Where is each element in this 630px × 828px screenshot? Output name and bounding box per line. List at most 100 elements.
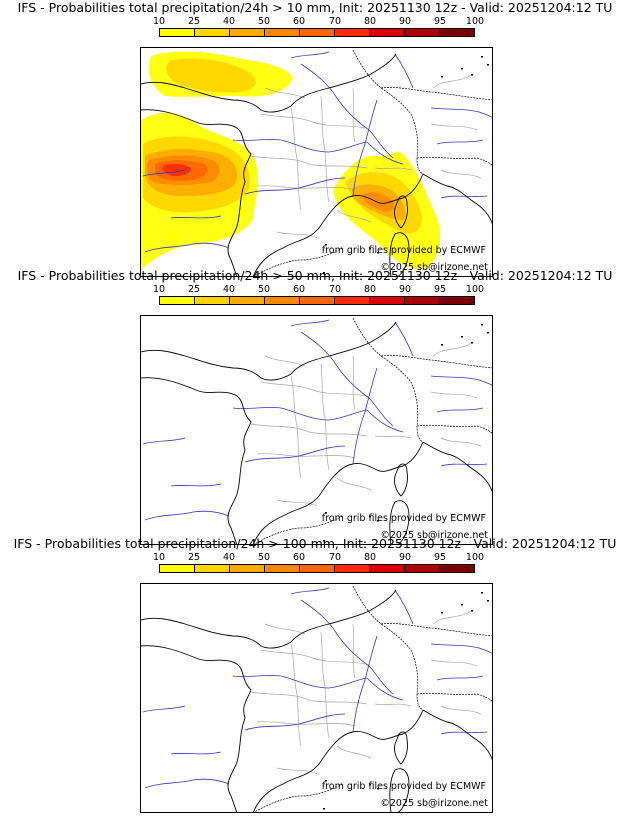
colorbar-tick-label: 40: [222, 16, 236, 27]
precipitation-probability-layer: [141, 51, 441, 270]
precip-probability-area: [362, 192, 395, 212]
map-panel: IFS - Probabilities total precipitation/…: [0, 536, 630, 813]
colorbar-segment: [335, 297, 370, 304]
map-speckles: [323, 324, 489, 542]
colorbar-tick-label: 70: [328, 552, 342, 563]
map-speckles: [323, 592, 489, 810]
colorbar-tick-label: 70: [328, 16, 342, 27]
colorbar-scale: [159, 296, 475, 305]
colorbar-tick-label: 40: [222, 284, 236, 295]
country-borders: [254, 317, 492, 544]
colorbar-segment: [265, 565, 300, 572]
copyright-credit: ©2025 sb@irizone.net: [380, 530, 488, 541]
colorbar-tick-label: 60: [292, 16, 306, 27]
data-source-credit: from grib files provided by ECMWF: [321, 245, 486, 256]
colorbar-segment: [265, 29, 300, 36]
colorbar-tick-label: 50: [257, 284, 271, 295]
colorbar-tick-label: 80: [363, 552, 377, 563]
colorbar-segment: [160, 29, 195, 36]
colorbar-tick-label: 25: [187, 552, 201, 563]
colorbar-tick-label: 25: [187, 284, 201, 295]
colorbar-segment: [370, 297, 405, 304]
data-source-credit: from grib files provided by ECMWF: [321, 513, 486, 524]
copyright-credit: ©2025 sb@irizone.net: [380, 798, 488, 809]
panel-title: IFS - Probabilities total precipitation/…: [17, 0, 613, 15]
corsica-coastline: [394, 731, 408, 765]
basemap: [141, 317, 492, 544]
colorbar-tick-label: 70: [328, 284, 342, 295]
colorbar-tick-label: 90: [398, 552, 412, 563]
colorbar-segment: [160, 565, 195, 572]
country-borders: [254, 585, 492, 812]
colorbar-tick-label: 50: [257, 552, 271, 563]
colorbar-tick-label: 10: [152, 552, 166, 563]
precip-probability-area: [165, 231, 178, 244]
colorbar-segment: [370, 565, 405, 572]
colorbar-segment: [300, 297, 335, 304]
copyright-credit: ©2025 sb@irizone.net: [380, 262, 488, 273]
colorbar-tick-label: 95: [433, 284, 447, 295]
colorbar-segment: [370, 29, 405, 36]
rivers: [142, 587, 492, 789]
rivers: [142, 51, 492, 253]
colorbar-tick-label: 50: [257, 16, 271, 27]
region-boundaries: [250, 73, 482, 239]
precip-probability-area: [166, 58, 256, 93]
colorbar-segment: [230, 297, 265, 304]
colorbar-tick-label: 90: [398, 16, 412, 27]
colorbar-segment: [440, 297, 474, 304]
colorbar-scale: [159, 28, 475, 37]
colorbar-segment: [195, 29, 230, 36]
colorbar-segment: [440, 565, 474, 572]
basemap: [141, 49, 492, 276]
precip-probability-area: [162, 163, 191, 176]
data-source-credit: from grib files provided by ECMWF: [321, 781, 486, 792]
map-area: from grib files provided by ECMWF ©2025 s…: [140, 315, 493, 545]
colorbar-segment: [300, 29, 335, 36]
map-area: from grib files provided by ECMWF ©2025 s…: [140, 47, 493, 277]
colorbar-segment: [405, 297, 440, 304]
colorbar-segment: [195, 297, 230, 304]
colorbar-segment: [160, 297, 195, 304]
panel-title: IFS - Probabilities total precipitation/…: [17, 268, 613, 283]
colorbar-segment: [300, 565, 335, 572]
sardinia-coastline: [389, 232, 410, 276]
colorbar-segment: [230, 29, 265, 36]
basemap: [141, 585, 492, 812]
region-boundaries: [250, 609, 482, 775]
colorbar-segment: [195, 565, 230, 572]
colorbar-segment: [440, 29, 474, 36]
colorbar-segment: [335, 565, 370, 572]
colorbar-tick-label: 60: [292, 552, 306, 563]
colorbar-tick-label: 80: [363, 16, 377, 27]
colorbar-segment: [405, 29, 440, 36]
colorbar-scale: [159, 564, 475, 573]
colorbar-segment: [335, 29, 370, 36]
region-boundaries: [250, 341, 482, 507]
country-borders: [254, 49, 492, 276]
probability-colorbar: 10 25 40 50 60 70 80 90 95 100: [153, 16, 484, 44]
rivers: [142, 319, 492, 521]
panel-title: IFS - Probabilities total precipitation/…: [13, 536, 617, 551]
corsica-coastline: [394, 463, 408, 497]
coastlines: [141, 321, 492, 544]
sardinia-coastline: [389, 500, 410, 544]
map-speckles: [323, 56, 489, 274]
colorbar-tick-label: 10: [152, 284, 166, 295]
coastlines: [141, 53, 492, 276]
probability-colorbar: 10 25 40 50 60 70 80 90 95 100: [153, 284, 484, 312]
probability-colorbar: 10 25 40 50 60 70 80 90 95 100: [153, 552, 484, 580]
colorbar-tick-label: 100: [465, 16, 485, 27]
colorbar-segment: [405, 565, 440, 572]
colorbar-tick-label: 95: [433, 552, 447, 563]
sardinia-coastline: [389, 768, 410, 812]
map-area: from grib files provided by ECMWF ©2025 s…: [140, 583, 493, 813]
colorbar-tick-label: 100: [465, 552, 485, 563]
colorbar-tick-label: 25: [187, 16, 201, 27]
map-panel: IFS - Probabilities total precipitation/…: [0, 0, 630, 277]
map-panel: IFS - Probabilities total precipitation/…: [0, 268, 630, 545]
colorbar-segment: [265, 297, 300, 304]
colorbar-tick-label: 60: [292, 284, 306, 295]
colorbar-tick-label: 80: [363, 284, 377, 295]
coastlines: [141, 589, 492, 812]
